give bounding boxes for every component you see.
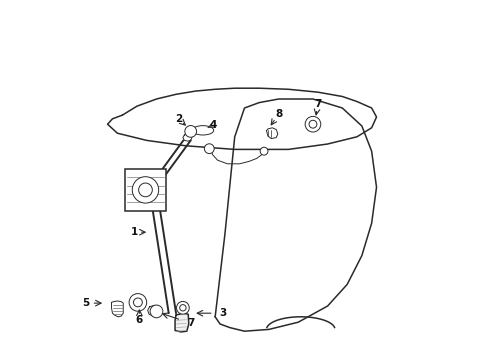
Text: 1: 1 xyxy=(131,227,138,237)
Text: 8: 8 xyxy=(275,109,282,119)
Circle shape xyxy=(132,177,158,203)
Circle shape xyxy=(184,126,196,137)
Polygon shape xyxy=(175,313,188,332)
Circle shape xyxy=(204,144,214,154)
Circle shape xyxy=(133,298,142,307)
Text: 7: 7 xyxy=(186,318,194,328)
Circle shape xyxy=(305,116,320,132)
Ellipse shape xyxy=(192,126,213,135)
Circle shape xyxy=(180,305,186,311)
Text: 3: 3 xyxy=(219,308,225,318)
Text: 5: 5 xyxy=(82,298,89,308)
Circle shape xyxy=(129,294,146,311)
Circle shape xyxy=(260,147,267,155)
Text: 2: 2 xyxy=(175,114,182,124)
Text: 7: 7 xyxy=(313,99,321,109)
FancyBboxPatch shape xyxy=(124,169,166,211)
Circle shape xyxy=(176,301,189,314)
Circle shape xyxy=(150,305,163,318)
Text: 4: 4 xyxy=(208,120,216,130)
Circle shape xyxy=(139,183,152,197)
Circle shape xyxy=(308,120,316,128)
Text: 6: 6 xyxy=(136,315,142,325)
